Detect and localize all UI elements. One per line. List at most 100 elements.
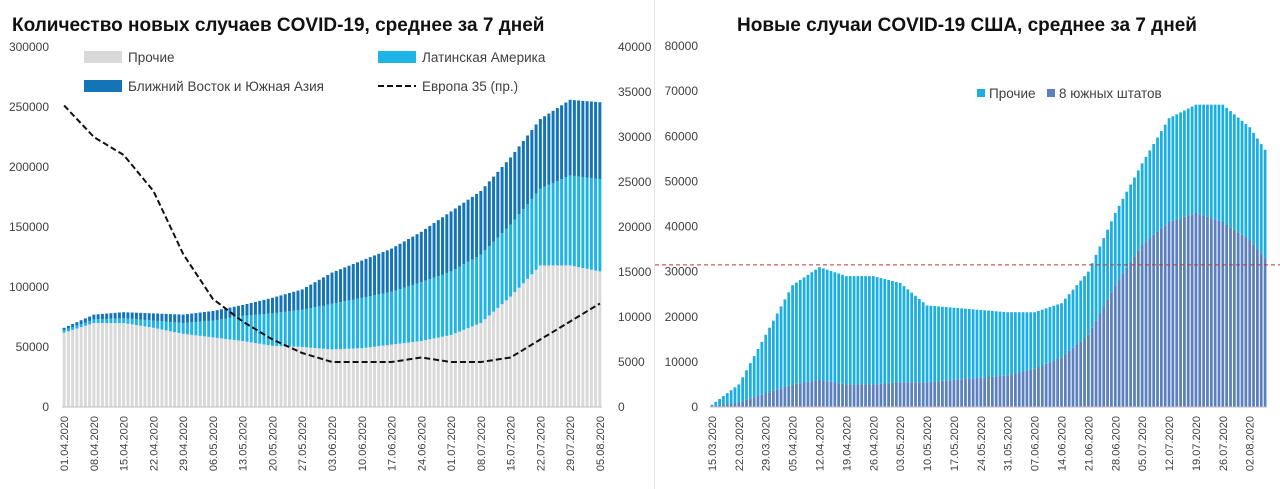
- legend-latam: Латинская Америка: [422, 50, 546, 65]
- bar-me-sa: [177, 314, 181, 323]
- bar-south-states: [1163, 225, 1167, 407]
- bar-south-states: [1129, 261, 1133, 407]
- bar-me-sa: [134, 312, 138, 320]
- bar-latam: [317, 306, 321, 349]
- bar-south-states: [760, 394, 764, 407]
- bar-south-states: [948, 380, 952, 407]
- bar-south-states: [1144, 241, 1148, 407]
- bar-me-sa: [479, 191, 483, 255]
- x-tick-label: 05.04.2020: [788, 416, 800, 471]
- bar-south-states: [802, 382, 806, 407]
- bar-me-sa: [198, 312, 202, 322]
- x-tick-label: 15.07.2020: [506, 416, 518, 471]
- bar-latam: [309, 308, 313, 348]
- bar-us-others: [833, 272, 837, 383]
- bar-south-states: [1090, 327, 1094, 407]
- chart-left-panel: Количество новых случаев COVID-19, средн…: [8, 15, 652, 472]
- bar-us-others: [1006, 312, 1010, 376]
- x-tick-label: 01.04.2020: [59, 416, 71, 471]
- bar-others: [211, 337, 215, 407]
- bar-me-sa: [585, 101, 589, 178]
- bar-south-states: [933, 381, 937, 407]
- bar-others: [109, 323, 113, 407]
- bar-me-sa: [105, 313, 109, 319]
- bar-latam: [424, 280, 428, 341]
- bar-me-sa: [555, 108, 559, 182]
- y2-tick-label: 40000: [618, 40, 652, 54]
- bar-me-sa: [330, 272, 334, 304]
- bar-south-states: [941, 380, 944, 407]
- bar-south-states: [1063, 354, 1067, 407]
- bar-me-sa: [364, 258, 368, 297]
- bar-south-states: [818, 379, 821, 407]
- bar-me-sa: [343, 267, 347, 302]
- bar-us-others: [1198, 104, 1202, 215]
- bar-south-states: [1102, 306, 1106, 407]
- bar-latam: [339, 302, 342, 350]
- chart-title: Новые случаи COVID-19 США, среднее за 7 …: [737, 15, 1197, 36]
- x-tick-label: 14.06.2020: [1056, 416, 1068, 471]
- bar-south-states: [1067, 350, 1071, 407]
- x-tick-label: 26.07.2020: [1218, 416, 1230, 471]
- bar-me-sa: [445, 214, 449, 273]
- bar-south-states: [737, 402, 741, 407]
- bar-south-states: [1213, 219, 1217, 407]
- bar-south-states: [1121, 273, 1125, 407]
- bar-others: [470, 326, 474, 407]
- bar-me-sa: [262, 299, 266, 315]
- bar-south-states: [964, 378, 967, 407]
- bar-others: [156, 328, 160, 407]
- bar-us-others: [1017, 312, 1021, 373]
- bar-us-others: [925, 305, 929, 383]
- bar-us-others: [1113, 212, 1117, 286]
- bar-latam: [228, 317, 232, 340]
- bar-us-others: [1202, 104, 1206, 216]
- bar-others: [419, 341, 423, 407]
- bar-south-states: [729, 403, 733, 407]
- bar-us-others: [741, 377, 745, 402]
- bar-others: [143, 326, 147, 407]
- bar-latam: [83, 322, 87, 326]
- bar-us-others: [783, 299, 787, 388]
- bar-south-states: [1056, 358, 1060, 407]
- x-tick-label: 21.06.2020: [1083, 416, 1095, 471]
- bar-me-sa: [589, 101, 593, 178]
- bar-us-others: [852, 276, 856, 385]
- bar-others: [283, 346, 287, 407]
- bar-others: [130, 324, 134, 407]
- bar-south-states: [798, 383, 802, 407]
- bar-south-states: [1225, 224, 1229, 407]
- bar-south-states: [1244, 237, 1248, 407]
- bar-us-others: [914, 295, 917, 383]
- bar-latam: [173, 322, 177, 333]
- bar-us-others: [1083, 276, 1086, 339]
- bar-us-others: [856, 276, 860, 385]
- bar-south-states: [1075, 344, 1079, 407]
- bar-others: [219, 338, 223, 407]
- bar-south-states: [748, 398, 752, 407]
- bar-south-states: [1206, 216, 1209, 407]
- bar-latam: [75, 325, 79, 329]
- bar-me-sa: [381, 252, 385, 294]
- bar-me-sa: [79, 320, 83, 325]
- bar-others: [521, 283, 525, 407]
- bar-others: [377, 346, 381, 407]
- bar-others: [517, 287, 521, 407]
- bar-me-sa: [377, 253, 381, 295]
- x-tick-label: 10.06.2020: [357, 416, 369, 471]
- bar-me-sa: [368, 257, 372, 297]
- bar-me-sa: [402, 241, 406, 288]
- bar-others: [449, 335, 453, 407]
- bar-latam: [577, 176, 581, 268]
- bar-south-states: [856, 384, 860, 407]
- bar-me-sa: [487, 181, 491, 247]
- x-tick-label: 02.08.2020: [1245, 416, 1257, 471]
- bar-us-others: [1010, 312, 1013, 375]
- bar-me-sa: [181, 314, 185, 323]
- bar-others: [79, 327, 83, 407]
- bar-us-others: [875, 277, 879, 385]
- bar-latam: [279, 312, 283, 347]
- bar-latam: [283, 311, 287, 347]
- bar-me-sa: [483, 186, 487, 251]
- bar-south-states: [898, 382, 902, 407]
